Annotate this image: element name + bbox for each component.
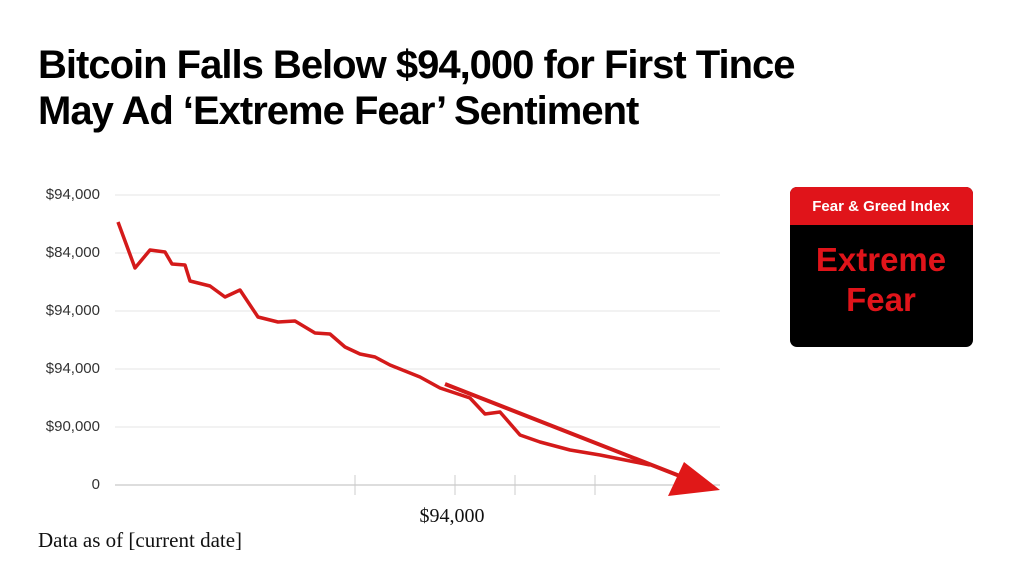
title-line: May Ad ‘Extreme Fear’ Sentiment <box>38 89 639 133</box>
footer-note: Data as of [current date] <box>38 528 242 552</box>
x-minor-ticks <box>354 475 596 495</box>
badge-header <box>790 187 973 225</box>
badge-line: Extreme <box>816 241 946 278</box>
y-axis-label: $84,000 <box>46 244 100 261</box>
price-line <box>116 221 651 467</box>
y-axis-label: $90,000 <box>46 418 100 435</box>
arrow-head <box>668 462 720 496</box>
badge-box <box>790 187 973 347</box>
badge-title: Fear & Greed Index <box>812 198 950 215</box>
y-axis-label: $94,000 <box>46 302 100 319</box>
title-line: Bitcoin Falls Below $94,000 for First Ti… <box>38 43 795 87</box>
x-axis-label: $94,000 <box>420 505 485 527</box>
y-axis-label: 0 <box>92 476 100 493</box>
badge-line: Fear <box>846 281 916 318</box>
badge: Fear & Greed Index Extreme Fear <box>790 187 973 347</box>
y-axis-label: $94,000 <box>46 186 100 203</box>
trend-arrow <box>444 382 691 482</box>
grid: $94,000 $84,000 $94,000 $94,000 $90,000 0 <box>46 186 720 493</box>
y-axis-label: $94,000 <box>46 360 100 377</box>
